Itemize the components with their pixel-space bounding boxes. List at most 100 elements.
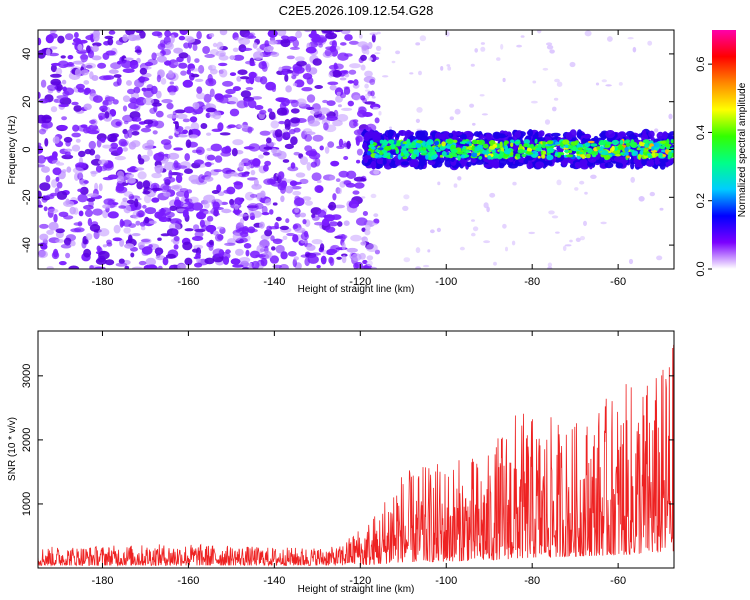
heatmap-noise-cell	[83, 88, 90, 96]
heatmap-faint-cell	[365, 97, 369, 100]
heatmap-core-cell	[420, 152, 427, 156]
heatmap-noise-cell	[200, 123, 208, 129]
heatmap-core-cell	[471, 139, 478, 145]
heatmap-noise-cell	[70, 240, 76, 247]
heatmap-noise-cell	[353, 176, 366, 182]
heatmap-noise-cell	[140, 127, 152, 133]
heatmap-faint-cell	[496, 57, 501, 61]
heatmap-noise-cell	[177, 263, 187, 269]
heatmap-faint-cell	[659, 207, 664, 211]
heatmap-noise-cell	[234, 197, 244, 206]
heatmap-band-cell	[498, 162, 505, 169]
snr-series-line	[38, 344, 674, 567]
heatmap-core-cell	[406, 138, 411, 144]
heatmap-noise-cell	[238, 37, 251, 46]
heatmap-noise-cell	[126, 80, 132, 86]
heatmap-band-cell	[508, 156, 514, 163]
heatmap-core-cell	[651, 151, 656, 158]
heatmap-noise-cell	[203, 93, 212, 103]
heatmap-faint-cell	[511, 240, 516, 246]
heatmap-core-cell	[658, 153, 663, 158]
heatmap-noise-cell	[73, 207, 79, 215]
heatmap-noise-cell	[240, 90, 252, 98]
heatmap-core-cell	[659, 140, 667, 144]
heatmap-noise-cell	[134, 49, 142, 53]
heatmap-noise-cell	[65, 150, 71, 157]
heatmap-faint-cell	[632, 46, 637, 53]
heatmap-noise-cell	[38, 98, 49, 104]
heatmap-noise-cell	[176, 190, 186, 197]
heatmap-noise-cell	[258, 154, 264, 159]
heatmap-faint-cell	[601, 79, 607, 83]
heatmap-noise-cell	[155, 110, 164, 118]
heatmap-noise-cell	[280, 195, 285, 203]
heatmap-core-cell	[534, 138, 538, 144]
heatmap-noise-cell	[248, 99, 257, 109]
heatmap-band-cell	[474, 159, 485, 165]
heatmap-noise-cell	[329, 257, 335, 266]
heatmap-noise-cell	[210, 208, 219, 215]
heatmap-noise-cell	[174, 109, 186, 114]
heatmap-noise-cell	[276, 30, 287, 37]
heatmap-band-cell	[483, 164, 491, 169]
heatmap-noise-cell	[189, 68, 201, 72]
heatmap-noise-cell	[56, 181, 63, 189]
heatmap-noise-cell	[328, 71, 334, 78]
heatmap-noise-cell	[142, 180, 151, 189]
heatmap-noise-cell	[98, 183, 103, 192]
heatmap-noise-cell	[366, 255, 374, 261]
heatmap-noise-cell	[77, 188, 83, 192]
heatmap-faint-cell	[579, 180, 585, 185]
heatmap-noise-cell	[168, 70, 173, 75]
heatmap-noise-cell	[156, 55, 167, 63]
heatmap-noise-cell	[38, 250, 48, 259]
heatmap-noise-cell	[325, 226, 336, 233]
heatmap-noise-cell	[340, 30, 351, 35]
heatmap-noise-cell	[292, 190, 302, 196]
heatmap-noise-cell	[305, 63, 312, 73]
heatmap-band-cell	[534, 132, 539, 138]
heatmap-noise-cell	[308, 32, 319, 39]
heatmap-noise-cell	[184, 190, 189, 199]
heatmap-noise-cell	[335, 178, 341, 183]
heatmap-noise-cell	[186, 54, 191, 64]
heatmap-noise-cell	[112, 202, 119, 206]
heatmap-noise-cell	[219, 30, 228, 36]
heatmap-faint-cell	[654, 128, 659, 133]
heatmap-noise-cell	[38, 155, 46, 164]
heatmap-noise-cell	[347, 100, 354, 107]
heatmap-faint-cell	[502, 77, 506, 83]
heatmap-noise-cell	[322, 99, 329, 104]
heatmap-noise-cell	[364, 101, 376, 105]
heatmap-noise-cell	[328, 201, 337, 211]
heatmap-band-cell	[605, 130, 616, 139]
heatmap-core-cell	[568, 150, 573, 154]
heatmap-noise-cell	[127, 34, 138, 42]
heatmap-noise-cell	[202, 46, 211, 54]
heatmap-noise-cell	[156, 74, 161, 83]
heatmap-noise-cell	[229, 72, 237, 76]
heatmap-core-cell	[366, 150, 372, 156]
heatmap-noise-cell	[306, 162, 312, 171]
heatmap-noise-cell	[356, 148, 363, 156]
heatmap-noise-cell	[332, 30, 343, 33]
heatmap-noise-cell	[279, 225, 289, 231]
heatmap-noise-cell	[356, 217, 368, 226]
heatmap-faint-cell	[546, 42, 553, 46]
heatmap-noise-cell	[336, 256, 342, 260]
heatmap-noise-cell	[338, 138, 344, 148]
heatmap-core-cell	[592, 154, 597, 158]
heatmap-core-cell	[439, 154, 443, 158]
heatmap-noise-cell	[286, 55, 295, 60]
heatmap-noise-cell	[275, 244, 285, 254]
heatmap-core-cell	[542, 141, 546, 145]
heatmap-faint-cell	[528, 231, 535, 235]
heatmap-faint-cell	[472, 226, 479, 232]
heatmap-noise-cell	[147, 264, 158, 269]
heatmap-noise-cell	[285, 132, 291, 138]
heatmap-core-cell	[427, 151, 435, 156]
heatmap-noise-cell	[122, 34, 129, 42]
heatmap-noise-cell	[271, 148, 278, 154]
heatmap-noise-cell	[326, 100, 336, 106]
heatmap-band-cell	[654, 156, 659, 166]
